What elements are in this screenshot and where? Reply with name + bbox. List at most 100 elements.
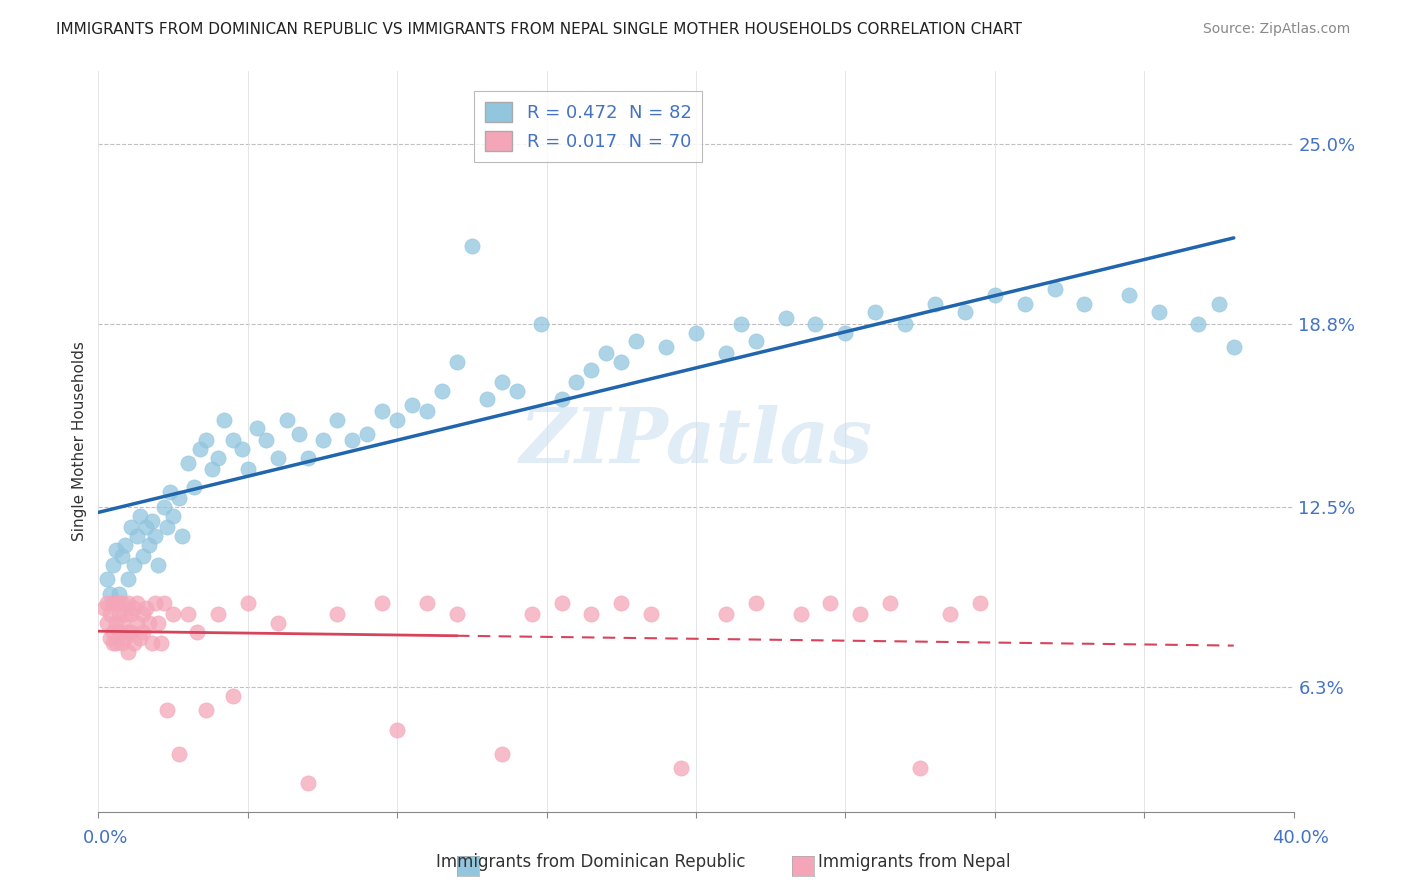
Point xyxy=(879,596,901,610)
Point xyxy=(506,384,529,398)
Point xyxy=(1147,305,1170,319)
Point xyxy=(148,615,170,630)
Point xyxy=(153,500,176,514)
Point xyxy=(195,433,218,447)
Point xyxy=(98,631,122,645)
Point xyxy=(894,317,917,331)
Point xyxy=(162,508,184,523)
Point xyxy=(96,573,118,587)
Point xyxy=(96,615,118,630)
Point xyxy=(159,485,181,500)
Point xyxy=(430,384,453,398)
Point xyxy=(1118,288,1140,302)
Point xyxy=(789,607,811,622)
Point xyxy=(103,558,125,572)
Point xyxy=(969,596,991,610)
Point xyxy=(207,450,229,465)
Point xyxy=(138,538,160,552)
Point xyxy=(446,354,468,368)
Point xyxy=(117,645,139,659)
Point xyxy=(124,601,146,615)
Point xyxy=(114,631,136,645)
Point xyxy=(491,747,513,761)
Point xyxy=(222,433,245,447)
Point xyxy=(162,607,184,622)
Point xyxy=(132,549,155,564)
Text: Immigrants from Dominican Republic: Immigrants from Dominican Republic xyxy=(436,853,745,871)
Point xyxy=(177,607,200,622)
Point xyxy=(132,607,155,622)
Text: 40.0%: 40.0% xyxy=(1272,829,1329,847)
Point xyxy=(475,392,498,407)
Point xyxy=(120,520,142,534)
Point xyxy=(98,607,122,622)
Point xyxy=(640,607,662,622)
Point xyxy=(745,596,768,610)
Point xyxy=(141,515,163,529)
Legend: R = 0.472  N = 82, R = 0.017  N = 70: R = 0.472 N = 82, R = 0.017 N = 70 xyxy=(474,92,703,162)
Point xyxy=(401,398,423,412)
Point xyxy=(730,317,752,331)
Point xyxy=(745,334,768,349)
Point xyxy=(775,311,797,326)
Point xyxy=(820,596,842,610)
Text: 0.0%: 0.0% xyxy=(83,829,128,847)
Point xyxy=(114,538,136,552)
Point xyxy=(685,326,707,340)
Point xyxy=(167,491,190,505)
Text: Immigrants from Nepal: Immigrants from Nepal xyxy=(818,853,1010,871)
Point xyxy=(105,596,128,610)
Point xyxy=(108,624,131,639)
Point xyxy=(127,596,149,610)
Point xyxy=(267,615,290,630)
Point xyxy=(135,601,157,615)
Point xyxy=(105,543,128,558)
Point xyxy=(371,404,394,418)
Point xyxy=(1208,296,1230,310)
Point xyxy=(356,427,378,442)
Point xyxy=(103,636,125,650)
Point xyxy=(326,413,349,427)
Text: IMMIGRANTS FROM DOMINICAN REPUBLIC VS IMMIGRANTS FROM NEPAL SINGLE MOTHER HOUSEH: IMMIGRANTS FROM DOMINICAN REPUBLIC VS IM… xyxy=(56,22,1022,37)
Point xyxy=(103,624,125,639)
Point xyxy=(1073,296,1095,310)
Point xyxy=(610,354,633,368)
Point xyxy=(117,573,139,587)
Point xyxy=(804,317,827,331)
Y-axis label: Single Mother Households: Single Mother Households xyxy=(72,342,87,541)
Point xyxy=(714,607,737,622)
Point xyxy=(385,723,409,738)
Point xyxy=(127,529,149,543)
Point xyxy=(108,596,131,610)
Point xyxy=(167,747,190,761)
Point xyxy=(311,433,333,447)
Point xyxy=(714,346,737,360)
Point xyxy=(105,615,128,630)
Text: ZIPatlas: ZIPatlas xyxy=(519,405,873,478)
Point xyxy=(222,689,245,703)
Point xyxy=(150,636,173,650)
Point xyxy=(212,413,235,427)
Point xyxy=(120,607,142,622)
Point xyxy=(520,607,543,622)
Point xyxy=(129,631,152,645)
Point xyxy=(1014,296,1036,310)
Point xyxy=(385,413,409,427)
Point xyxy=(939,607,962,622)
Point xyxy=(849,607,872,622)
Point xyxy=(129,508,152,523)
Point xyxy=(143,529,166,543)
Point xyxy=(655,340,678,354)
Point xyxy=(141,636,163,650)
Point xyxy=(416,404,439,418)
Point xyxy=(267,450,290,465)
Point xyxy=(124,558,146,572)
Point xyxy=(297,450,319,465)
Point xyxy=(148,558,170,572)
Point xyxy=(114,607,136,622)
Point xyxy=(287,427,309,442)
Point xyxy=(581,607,603,622)
Point xyxy=(183,479,205,493)
Point xyxy=(236,462,259,476)
Point xyxy=(120,624,142,639)
